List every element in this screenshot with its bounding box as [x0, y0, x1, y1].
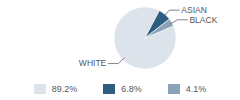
html-text:89.2%: 89.2% — [51, 84, 78, 94]
svg-text:WHITE: WHITE — [79, 58, 107, 68]
html-text:6.8%: 6.8% — [121, 84, 142, 94]
svg-text:BLACK: BLACK — [189, 15, 217, 25]
svg-text:ASIAN: ASIAN — [181, 5, 207, 15]
html-text:4.1%: 4.1% — [185, 84, 207, 94]
